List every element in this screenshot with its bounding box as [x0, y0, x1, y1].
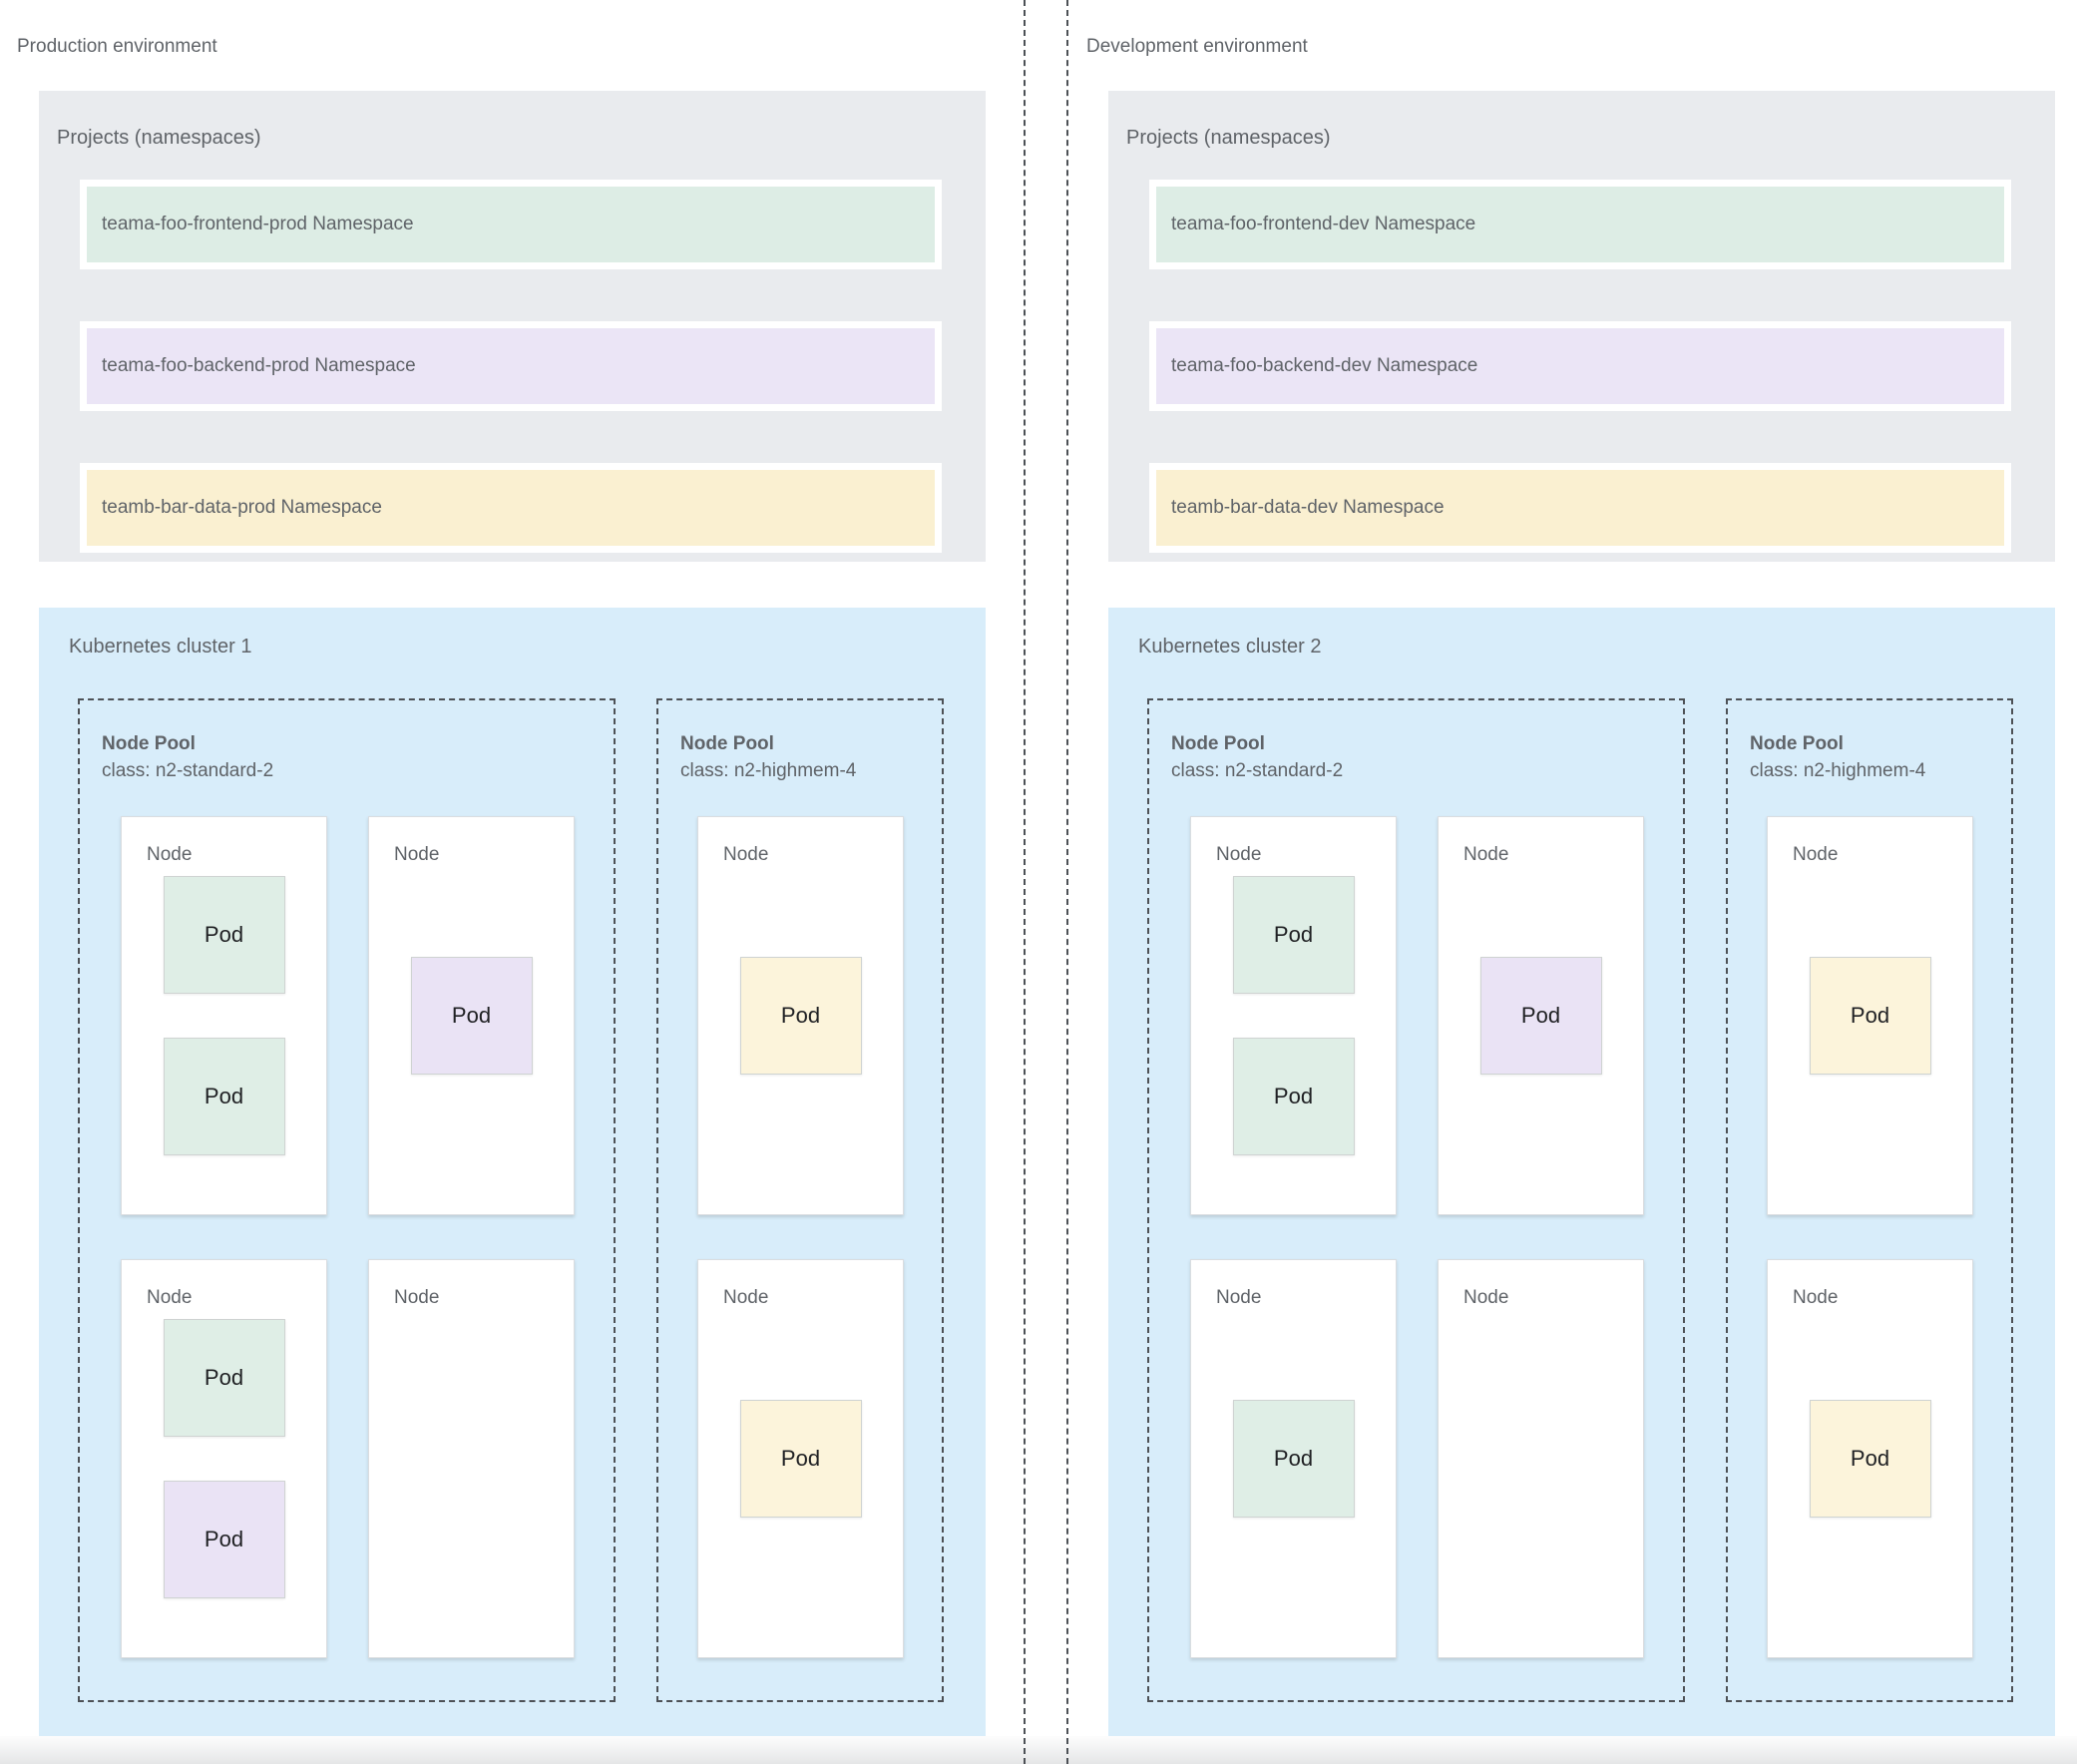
node-pool-class: class: n2-standard-2 [1171, 760, 1344, 781]
production-environment-column: Production environment Projects (namespa… [0, 0, 1008, 1764]
node-box: Node Pod [368, 816, 575, 1215]
pod-stack: Pod [1768, 817, 1972, 1214]
node-label: Node [394, 1287, 440, 1308]
namespace-label: teamb-bar-data-prod Namespace [102, 497, 382, 518]
pod-stack: Pod [698, 1260, 903, 1657]
node-pool-class: class: n2-highmem-4 [680, 760, 857, 781]
node-box: Node Pod [1767, 1259, 1973, 1658]
projects-namespaces-box: Projects (namespaces) teama-foo-frontend… [1108, 91, 2055, 562]
pod-box: Pod [163, 1481, 285, 1598]
node-box: Node Pod Pod [1190, 816, 1397, 1215]
node-pool-title: Node Pool [1171, 733, 1265, 754]
namespace-label: teamb-bar-data-dev Namespace [1171, 497, 1445, 518]
node-label: Node [1463, 1287, 1509, 1308]
node-pool-highmem: Node Pool class: n2-highmem-4 Node Pod N… [656, 698, 944, 1702]
projects-namespaces-box: Projects (namespaces) teama-foo-frontend… [39, 91, 986, 562]
pod-box: Pod [1232, 1038, 1355, 1155]
namespace-label: teama-foo-frontend-prod Namespace [102, 214, 414, 234]
pod-stack: Pod Pod [1191, 817, 1396, 1214]
environment-label: Production environment [17, 36, 217, 57]
node-label: Node [1216, 844, 1262, 865]
node-label: Node [1463, 844, 1509, 865]
environment-divider-line-left [1024, 0, 1026, 1764]
kubernetes-cluster-box: Kubernetes cluster 1 Node Pool class: n2… [39, 608, 986, 1736]
cluster-title: Kubernetes cluster 2 [1138, 636, 1322, 658]
namespace-row: teama-foo-frontend-prod Namespace [80, 180, 942, 269]
node-label: Node [394, 844, 440, 865]
node-box-empty: Node [368, 1259, 575, 1658]
node-box: Node Pod Pod [121, 1259, 327, 1658]
node-label: Node [723, 844, 769, 865]
namespace-row: teama-foo-frontend-dev Namespace [1149, 180, 2011, 269]
pod-box: Pod [163, 1038, 285, 1155]
node-label: Node [147, 844, 193, 865]
pod-box: Pod [1809, 957, 1931, 1075]
namespace-row: teama-foo-backend-prod Namespace [80, 321, 942, 411]
pod-stack: Pod [369, 817, 574, 1214]
namespace-label: teama-foo-backend-prod Namespace [102, 355, 416, 376]
pod-box: Pod [1232, 1400, 1355, 1518]
pod-box: Pod [1232, 876, 1355, 994]
pod-box: Pod [739, 1400, 862, 1518]
namespace-row: teamb-bar-data-dev Namespace [1149, 463, 2011, 553]
cluster-title: Kubernetes cluster 1 [69, 636, 252, 658]
namespace-row: teamb-bar-data-prod Namespace [80, 463, 942, 553]
projects-box-title: Projects (namespaces) [57, 127, 261, 149]
page-bottom-gradient [0, 1736, 2077, 1764]
node-pool-class: class: n2-highmem-4 [1750, 760, 1926, 781]
node-pool-title: Node Pool [680, 733, 774, 754]
environment-divider-line-right [1066, 0, 1068, 1764]
pod-stack: Pod [1768, 1260, 1972, 1657]
node-box: Node Pod [697, 1259, 904, 1658]
node-label: Node [1793, 844, 1839, 865]
namespace-label: teama-foo-frontend-dev Namespace [1171, 214, 1476, 234]
node-box: Node Pod [1438, 816, 1644, 1215]
node-pool-highmem: Node Pool class: n2-highmem-4 Node Pod N… [1726, 698, 2013, 1702]
environment-label: Development environment [1086, 36, 1308, 57]
node-label: Node [147, 1287, 193, 1308]
development-environment-column: Development environment Projects (namesp… [1069, 0, 2077, 1764]
node-pool-title: Node Pool [1750, 733, 1844, 754]
node-box: Node Pod [1767, 816, 1973, 1215]
node-pool-standard: Node Pool class: n2-standard-2 Node Pod … [1147, 698, 1685, 1702]
kubernetes-cluster-box: Kubernetes cluster 2 Node Pool class: n2… [1108, 608, 2055, 1736]
pod-box: Pod [163, 1319, 285, 1437]
pod-box: Pod [1479, 957, 1602, 1075]
pod-box: Pod [1809, 1400, 1931, 1518]
node-pool-standard: Node Pool class: n2-standard-2 Node Pod … [78, 698, 616, 1702]
pod-box: Pod [739, 957, 862, 1075]
node-box: Node Pod [697, 816, 904, 1215]
node-box: Node Pod Pod [121, 816, 327, 1215]
node-label: Node [1793, 1287, 1839, 1308]
pod-box: Pod [410, 957, 533, 1075]
node-box-empty: Node [1438, 1259, 1644, 1658]
node-label: Node [723, 1287, 769, 1308]
pod-stack: Pod Pod [122, 1260, 326, 1657]
node-pool-title: Node Pool [102, 733, 196, 754]
namespace-row: teama-foo-backend-dev Namespace [1149, 321, 2011, 411]
projects-box-title: Projects (namespaces) [1126, 127, 1331, 149]
pod-stack: Pod [698, 817, 903, 1214]
node-label: Node [1216, 1287, 1262, 1308]
pod-box: Pod [163, 876, 285, 994]
pod-stack: Pod Pod [122, 817, 326, 1214]
node-box: Node Pod [1190, 1259, 1397, 1658]
pod-stack: Pod [1439, 817, 1643, 1214]
namespace-label: teama-foo-backend-dev Namespace [1171, 355, 1478, 376]
pod-stack: Pod [1191, 1260, 1396, 1657]
node-pool-class: class: n2-standard-2 [102, 760, 274, 781]
